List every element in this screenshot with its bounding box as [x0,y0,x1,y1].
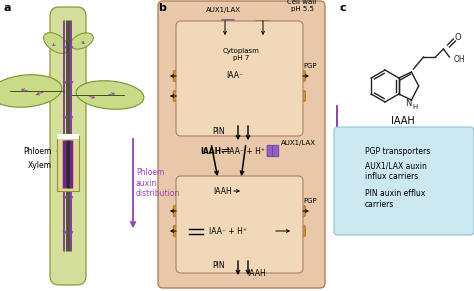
Ellipse shape [44,33,68,53]
FancyBboxPatch shape [295,226,301,236]
Text: H: H [412,104,418,110]
FancyBboxPatch shape [344,146,351,156]
Text: Cell wall
pH 5.5: Cell wall pH 5.5 [287,0,317,12]
Text: a: a [4,3,11,13]
FancyBboxPatch shape [346,167,352,179]
FancyBboxPatch shape [173,71,179,81]
Text: b: b [158,3,166,13]
Text: IAA⁻ + H⁺: IAA⁻ + H⁺ [209,226,247,235]
FancyBboxPatch shape [300,206,305,216]
FancyBboxPatch shape [178,71,183,81]
Text: IAAH: IAAH [201,146,221,155]
Text: PGP transporters: PGP transporters [365,146,430,155]
FancyBboxPatch shape [178,206,183,216]
FancyBboxPatch shape [173,206,179,216]
FancyBboxPatch shape [245,126,251,136]
Text: Xylem: Xylem [28,162,75,171]
FancyBboxPatch shape [300,91,305,101]
Text: IAA⁻: IAA⁻ [227,72,244,81]
FancyBboxPatch shape [355,194,361,204]
FancyBboxPatch shape [355,146,361,156]
Text: IAAH: IAAH [247,269,266,278]
FancyBboxPatch shape [158,1,325,288]
Text: c: c [340,3,346,13]
Text: PGP: PGP [303,63,317,69]
FancyBboxPatch shape [264,21,270,31]
FancyBboxPatch shape [173,226,179,236]
FancyBboxPatch shape [267,145,273,157]
FancyBboxPatch shape [182,206,188,216]
FancyBboxPatch shape [260,21,265,31]
Text: PIN: PIN [212,262,225,271]
Text: PGP: PGP [303,198,317,204]
Text: ⇌: ⇌ [220,146,230,156]
FancyBboxPatch shape [295,91,301,101]
FancyBboxPatch shape [239,261,246,271]
FancyBboxPatch shape [344,194,351,204]
Text: AUX1/LAX auxin
influx carriers: AUX1/LAX auxin influx carriers [365,161,427,181]
FancyBboxPatch shape [290,71,296,81]
FancyBboxPatch shape [295,206,301,216]
FancyBboxPatch shape [234,126,241,136]
FancyBboxPatch shape [295,71,301,81]
FancyBboxPatch shape [228,20,234,32]
FancyBboxPatch shape [234,261,241,271]
Text: N: N [405,98,411,107]
FancyBboxPatch shape [245,261,251,271]
FancyBboxPatch shape [239,126,246,136]
FancyBboxPatch shape [221,20,228,32]
FancyBboxPatch shape [50,7,86,285]
FancyBboxPatch shape [349,194,356,204]
Bar [57,134,79,139]
Text: Cell-to-cell
polar
auxin
transport: Cell-to-cell polar auxin transport [340,151,381,191]
FancyBboxPatch shape [300,226,305,236]
FancyBboxPatch shape [290,226,296,236]
Text: PIN auxin efflux
carriers: PIN auxin efflux carriers [365,189,425,209]
FancyBboxPatch shape [176,176,303,273]
Text: O: O [454,33,461,42]
FancyBboxPatch shape [178,226,183,236]
Text: IAAH: IAAH [214,187,232,196]
Ellipse shape [0,75,62,107]
Ellipse shape [76,81,144,109]
Text: IAAH: IAAH [391,116,415,126]
Text: Cytoplasm
pH 7: Cytoplasm pH 7 [223,48,259,61]
Text: Phloem: Phloem [23,146,75,155]
FancyBboxPatch shape [352,167,358,179]
Text: OH: OH [454,54,465,63]
Text: AUX1/LAX: AUX1/LAX [281,140,316,146]
FancyBboxPatch shape [349,146,356,156]
FancyBboxPatch shape [178,91,183,101]
Text: IAA⁻ + H⁺: IAA⁻ + H⁺ [227,146,265,155]
FancyBboxPatch shape [290,206,296,216]
Text: Phloem
auxin
distribution: Phloem auxin distribution [136,168,181,198]
FancyBboxPatch shape [173,91,179,101]
FancyBboxPatch shape [290,91,296,101]
FancyBboxPatch shape [182,91,188,101]
FancyBboxPatch shape [300,71,305,81]
Text: PIN: PIN [212,127,225,136]
FancyBboxPatch shape [176,21,303,136]
FancyBboxPatch shape [255,21,261,31]
Text: AUX1/LAX: AUX1/LAX [206,7,240,13]
Ellipse shape [71,33,93,49]
FancyBboxPatch shape [334,127,474,235]
FancyBboxPatch shape [182,71,188,81]
FancyBboxPatch shape [57,136,79,191]
FancyBboxPatch shape [273,145,279,157]
FancyBboxPatch shape [182,226,188,236]
